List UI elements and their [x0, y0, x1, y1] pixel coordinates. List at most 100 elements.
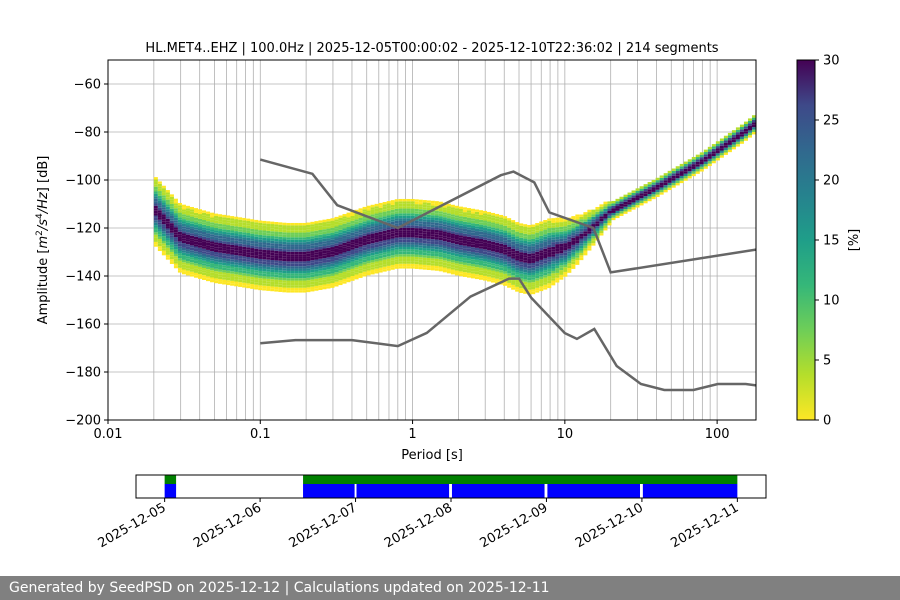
heatmap-cell	[262, 247, 267, 250]
heatmap-cell	[274, 284, 279, 287]
heatmap-cell	[322, 238, 327, 242]
heatmap-cell	[354, 257, 359, 261]
heatmap-cell	[157, 205, 162, 208]
heatmap-cell	[298, 273, 303, 276]
heatmap-cell	[382, 228, 387, 231]
heatmap-cell	[587, 221, 592, 225]
heatmap-cell	[374, 235, 379, 238]
heatmap-cell	[487, 214, 492, 217]
heatmap-cell	[687, 161, 692, 165]
heatmap-cell	[358, 220, 363, 223]
heatmap-cell	[382, 216, 387, 219]
heatmap-cell	[719, 148, 724, 151]
heatmap-cell	[474, 257, 480, 260]
heatmap-cell	[515, 234, 520, 237]
heatmap-cell	[450, 221, 455, 224]
heatmap-cell	[326, 247, 331, 251]
heatmap-cell	[422, 202, 427, 205]
heatmap-cell	[703, 166, 708, 169]
heatmap-cell	[193, 232, 198, 235]
heatmap-cell	[202, 248, 207, 252]
heatmap-cell	[270, 281, 275, 285]
heatmap-cell	[751, 120, 756, 123]
heatmap-cell	[278, 236, 283, 240]
heatmap-cell	[318, 256, 323, 259]
heatmap-cell	[422, 238, 427, 241]
heatmap-cell	[535, 283, 540, 286]
heatmap-cell	[462, 255, 467, 258]
heatmap-cell	[318, 234, 323, 238]
heatmap-cell	[739, 126, 744, 130]
heatmap-cell	[587, 228, 592, 232]
heatmap-cell	[338, 234, 343, 238]
psd-heatmap	[153, 115, 756, 295]
heatmap-cell	[438, 211, 443, 214]
heatmap-cell	[282, 225, 287, 228]
heatmap-cell	[210, 258, 215, 261]
heatmap-cell	[691, 166, 696, 169]
heatmap-cell	[414, 264, 419, 267]
heatmap-cell	[370, 255, 375, 258]
heatmap-cell	[238, 246, 243, 249]
heatmap-cell	[242, 239, 247, 242]
heatmap-cell	[210, 227, 215, 230]
heatmap-cell	[197, 226, 203, 229]
heatmap-cell	[294, 268, 299, 271]
heatmap-cell	[258, 222, 263, 226]
heatmap-cell	[474, 255, 480, 258]
heatmap-cell	[185, 251, 190, 254]
heatmap-cell	[707, 151, 712, 155]
heatmap-cell	[370, 264, 375, 268]
heatmap-cell	[358, 239, 363, 242]
heatmap-cell	[358, 229, 363, 233]
heatmap-cell	[246, 261, 251, 265]
heatmap-cell	[446, 258, 451, 262]
heatmap-cell	[350, 230, 355, 233]
heatmap-cell	[499, 231, 504, 235]
heatmap-cell	[266, 233, 271, 236]
heatmap-cell	[286, 270, 291, 274]
heatmap-cell	[402, 206, 407, 209]
heatmap-cell	[202, 224, 207, 228]
heatmap-cell	[599, 218, 604, 222]
heatmap-cell	[426, 258, 431, 261]
heatmap-cell	[394, 228, 399, 231]
heatmap-cell	[523, 284, 528, 287]
heatmap-cell	[218, 262, 223, 265]
heatmap-cell	[218, 255, 223, 258]
heatmap-cell	[398, 258, 403, 262]
heatmap-cell	[370, 209, 375, 212]
heatmap-cell	[603, 220, 608, 224]
heatmap-cell	[189, 269, 194, 272]
heatmap-cell	[222, 224, 227, 227]
heatmap-cell	[739, 131, 744, 135]
heatmap-cell	[370, 252, 375, 256]
heatmap-cell	[382, 262, 387, 265]
heatmap-cell	[523, 255, 528, 258]
heatmap-cell	[390, 202, 395, 205]
heatmap-cell	[298, 263, 303, 267]
heatmap-cell	[458, 218, 463, 222]
heatmap-cell	[165, 221, 170, 224]
heatmap-cell	[527, 229, 532, 233]
heatmap-cell	[527, 275, 532, 278]
heatmap-cell	[354, 252, 359, 256]
heatmap-cell	[515, 289, 520, 292]
heatmap-cell	[635, 193, 640, 196]
heatmap-cell	[422, 250, 427, 253]
heatmap-cell	[418, 211, 423, 215]
heatmap-cell	[410, 227, 415, 231]
heatmap-cell	[695, 161, 700, 165]
heatmap-cell	[418, 250, 423, 253]
heatmap-cell	[418, 223, 423, 227]
heatmap-cell	[173, 246, 178, 250]
heatmap-cell	[169, 225, 174, 228]
heatmap-cell	[483, 254, 488, 257]
heatmap-cell	[258, 282, 263, 286]
heatmap-cell	[410, 198, 415, 202]
heatmap-cell	[438, 242, 443, 245]
heatmap-cell	[487, 219, 492, 222]
heatmap-cell	[450, 259, 455, 263]
heatmap-cell	[438, 259, 443, 262]
heatmap-cell	[378, 205, 383, 208]
